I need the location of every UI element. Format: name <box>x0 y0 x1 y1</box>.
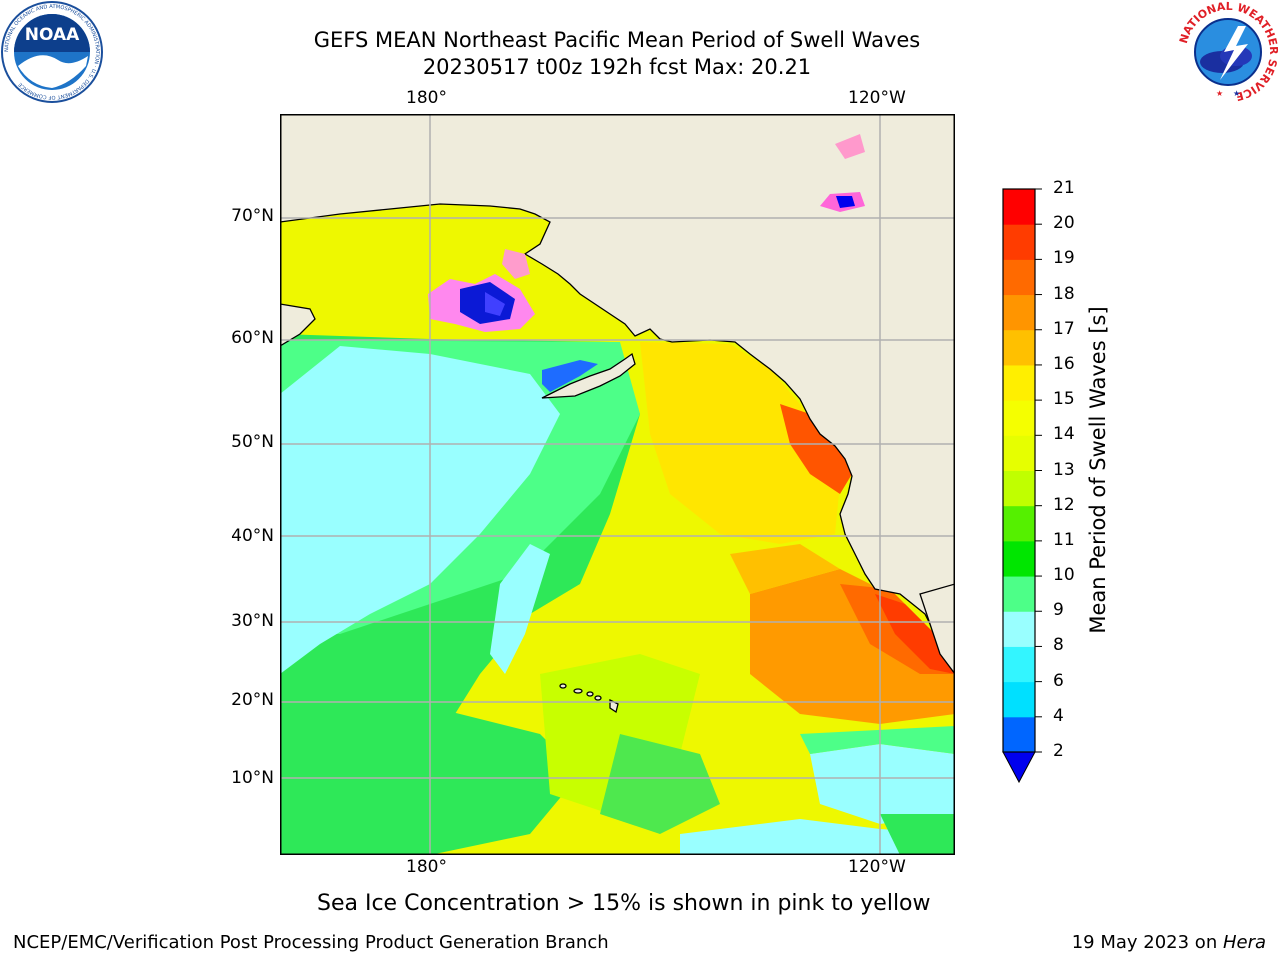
period-9-southeast-strip <box>680 819 955 855</box>
colorbar-extend-arrow <box>1002 751 1036 784</box>
colorbar-tick-label: 13 <box>1053 459 1075 480</box>
chart-subtitle: 20230517 t00z 192h fcst Max: 20.21 <box>422 55 812 79</box>
land-baja <box>919 583 955 676</box>
svg-text:★: ★ <box>1233 89 1240 98</box>
colorbar <box>1002 188 1042 784</box>
lat-label-70n: 70°N <box>231 206 274 226</box>
colorbar-tick-label: 15 <box>1053 389 1075 410</box>
colorbar-band <box>1003 224 1035 260</box>
map-panel <box>280 114 955 855</box>
lat-label-30n: 30°N <box>231 611 274 631</box>
colorbar-band <box>1003 681 1035 718</box>
colorbar-band <box>1003 470 1035 507</box>
colorbar-band <box>1003 329 1035 366</box>
sea-ice-note: Sea Ice Concentration > 15% is shown in … <box>317 891 931 916</box>
period-8-9-strip <box>490 544 550 674</box>
colorbar-band <box>1003 505 1035 542</box>
lon-label-bottom-180: 180° <box>406 857 447 877</box>
lat-label-60n: 60°N <box>231 328 274 348</box>
machine-name: Hera <box>1222 932 1266 953</box>
noaa-logo: NOAA NATIONAL OCEANIC AND ATMOSPHERIC AD… <box>0 0 104 104</box>
hawaii-islands <box>559 683 619 714</box>
period-11-southeast <box>880 814 955 855</box>
colorbar-tick-label: 4 <box>1053 705 1064 726</box>
lon-label-bottom-120w: 120°W <box>848 857 906 877</box>
colorbar-band <box>1003 364 1035 401</box>
colorbar-tick-label: 8 <box>1053 635 1064 656</box>
lon-label-top-120w: 120°W <box>848 88 906 108</box>
colorbar-tick-label: 6 <box>1053 670 1064 691</box>
colorbar-tick-label: 16 <box>1053 353 1075 374</box>
sea-ice <box>428 134 865 332</box>
period-11-patch <box>600 734 720 834</box>
period-17-mid <box>730 544 840 594</box>
nws-logo: NATIONAL WEATHER SERVICE ★ ★ <box>1176 0 1280 104</box>
colorbar-tick-label: 12 <box>1053 494 1075 515</box>
lat-label-10n: 10°N <box>231 768 274 788</box>
colorbar-tick-label: 10 <box>1053 565 1075 586</box>
producer-credit: NCEP/EMC/Verification Post Processing Pr… <box>13 932 609 953</box>
colorbar-band <box>1003 259 1035 296</box>
colorbar-tick-label: 18 <box>1053 283 1075 304</box>
colorbar-band <box>1003 611 1035 647</box>
colorbar-band <box>1003 540 1035 577</box>
colorbar-band <box>1003 716 1035 753</box>
colorbar-band <box>1003 576 1035 612</box>
colorbar-tick-label: 14 <box>1053 424 1075 445</box>
run-date: 19 May 2023 on Hera <box>1072 932 1266 953</box>
lat-label-50n: 50°N <box>231 432 274 452</box>
colorbar-tick-label: 21 <box>1053 178 1075 198</box>
colorbar-tick-label: 19 <box>1053 248 1075 269</box>
land-siberia <box>280 114 316 347</box>
map-gridlines <box>280 114 955 855</box>
colorbar-band <box>1003 646 1035 683</box>
colorbar-tick-label: 2 <box>1053 741 1064 761</box>
colorbar-band <box>1003 435 1035 471</box>
period-19-20-coast <box>875 594 955 674</box>
colorbar-tick-label: 9 <box>1053 600 1064 621</box>
run-date-text: 19 May 2023 on <box>1071 932 1223 953</box>
noaa-logo-text: NOAA <box>25 25 80 45</box>
bristol-bay <box>542 360 598 392</box>
period-19-bc-coast <box>780 404 852 494</box>
period-17-18-zone <box>750 569 955 724</box>
lat-label-40n: 40°N <box>231 526 274 546</box>
map-frame <box>280 114 955 855</box>
colorbar-label: Mean Period of Swell Waves [s] <box>1086 306 1110 634</box>
colorbar-tick-label: 11 <box>1053 529 1075 550</box>
period-8-9-zone <box>280 346 560 674</box>
lat-label-20n: 20°N <box>231 690 274 710</box>
period-15-gulf <box>640 342 840 544</box>
lon-label-top-180: 180° <box>406 88 447 108</box>
colorbar-tick-label: 17 <box>1053 318 1075 339</box>
colorbar-band <box>1003 294 1035 331</box>
period-10-southeast <box>800 726 955 754</box>
colorbar-tick-label: 20 <box>1053 213 1075 234</box>
colorbar-band <box>1003 189 1035 225</box>
colorbar-band <box>1003 400 1035 436</box>
svg-text:★: ★ <box>1216 89 1223 98</box>
period-8-9-southeast <box>810 744 955 824</box>
land-alaska-canada <box>280 114 955 671</box>
chart-title: GEFS MEAN Northeast Pacific Mean Period … <box>313 28 921 52</box>
land-alaska-peninsula <box>541 352 636 399</box>
